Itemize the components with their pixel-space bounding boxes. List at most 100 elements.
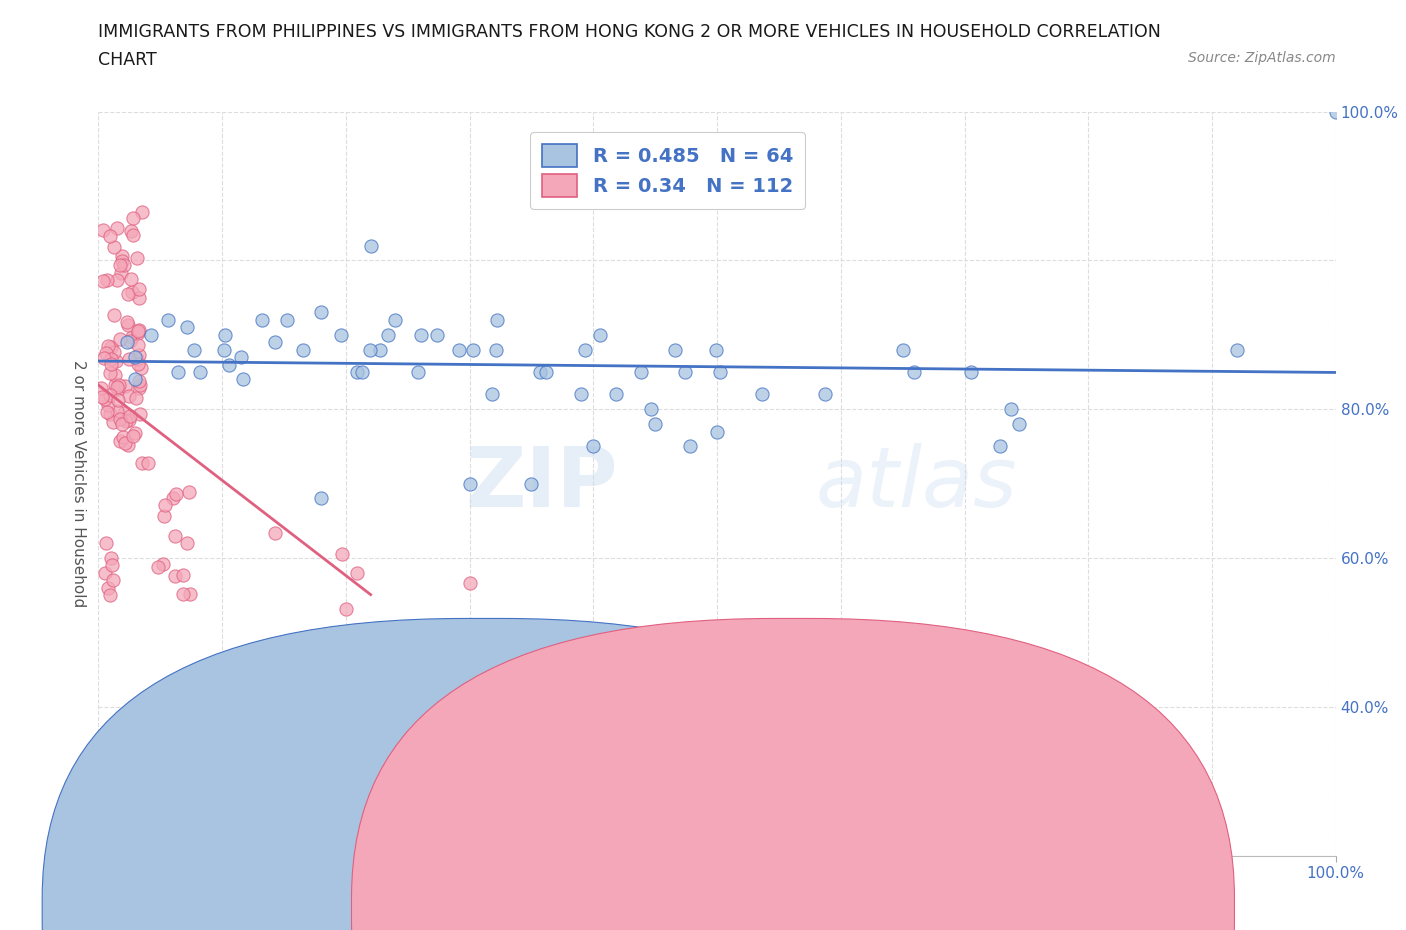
Point xyxy=(100,340,122,355)
Point xyxy=(155,498,177,512)
Point xyxy=(110,248,132,263)
Point xyxy=(124,426,146,441)
Point xyxy=(1324,104,1347,119)
Point xyxy=(250,312,273,327)
Point xyxy=(179,587,201,602)
Point xyxy=(94,536,117,551)
Point xyxy=(110,433,132,448)
Point xyxy=(903,365,925,379)
Point xyxy=(163,568,186,583)
Point xyxy=(128,282,150,297)
Point xyxy=(360,238,382,253)
Point xyxy=(97,580,120,595)
Point xyxy=(107,392,129,407)
Point xyxy=(115,414,138,429)
Point xyxy=(644,417,666,432)
Point xyxy=(98,387,121,402)
Point xyxy=(406,365,429,379)
Point xyxy=(108,331,131,346)
Point xyxy=(127,324,149,339)
Point xyxy=(359,342,381,357)
Point xyxy=(582,439,605,454)
Point xyxy=(589,327,612,342)
Point xyxy=(129,407,152,422)
Point xyxy=(91,389,114,404)
Point xyxy=(91,274,114,289)
Text: CHART: CHART xyxy=(98,51,157,69)
Point xyxy=(105,272,128,287)
Point xyxy=(96,405,118,419)
Point xyxy=(125,391,148,405)
Point xyxy=(350,365,373,379)
Point xyxy=(276,312,298,327)
Point xyxy=(640,402,662,417)
Point xyxy=(117,437,139,452)
Point xyxy=(118,334,141,349)
Point xyxy=(384,312,406,327)
Point xyxy=(485,342,508,357)
Point xyxy=(264,335,287,350)
Point xyxy=(232,372,254,387)
Point xyxy=(117,317,139,332)
Point xyxy=(229,350,252,365)
Point xyxy=(117,286,139,301)
Point xyxy=(114,435,136,450)
Point xyxy=(96,272,118,287)
Point xyxy=(481,387,503,402)
Point xyxy=(176,320,198,335)
Point xyxy=(458,476,481,491)
Point xyxy=(90,381,112,396)
Point xyxy=(93,565,115,580)
Point xyxy=(112,258,135,272)
Point xyxy=(309,491,332,506)
Point xyxy=(131,456,153,471)
Point xyxy=(103,573,125,588)
Point xyxy=(959,365,981,379)
Point xyxy=(630,365,652,379)
Point xyxy=(97,339,120,353)
Point xyxy=(148,560,170,575)
Point xyxy=(988,439,1011,454)
Point xyxy=(118,352,141,366)
Point xyxy=(183,342,205,357)
Point xyxy=(529,365,551,379)
Point xyxy=(214,342,236,357)
Point xyxy=(177,485,200,499)
Point xyxy=(166,365,188,379)
Point xyxy=(172,587,194,602)
Point xyxy=(98,229,121,244)
Point xyxy=(110,411,132,426)
Point xyxy=(128,322,150,337)
Y-axis label: 2 or more Vehicles in Household: 2 or more Vehicles in Household xyxy=(70,360,86,607)
Point xyxy=(569,387,592,402)
Point xyxy=(330,547,353,562)
Point xyxy=(103,737,125,751)
Point xyxy=(127,352,149,366)
Point xyxy=(264,525,287,540)
Point xyxy=(120,408,142,423)
Point xyxy=(214,327,236,342)
Point xyxy=(103,344,125,359)
Point xyxy=(814,387,837,402)
Point xyxy=(105,353,128,368)
Point xyxy=(122,428,145,443)
Point xyxy=(291,342,314,357)
Point xyxy=(124,350,146,365)
Point xyxy=(330,327,353,342)
Point xyxy=(127,338,149,352)
Point xyxy=(1000,402,1022,417)
Point xyxy=(172,567,194,582)
Point xyxy=(121,285,143,299)
Point xyxy=(121,330,143,345)
Point xyxy=(110,759,132,774)
Point xyxy=(127,326,149,340)
Point xyxy=(152,557,174,572)
Point xyxy=(103,239,125,254)
Point xyxy=(447,342,470,357)
Text: Immigrants from Hong Kong: Immigrants from Hong Kong xyxy=(823,900,1057,919)
Point xyxy=(335,602,357,617)
Point xyxy=(136,455,159,470)
Point xyxy=(679,439,702,454)
Point xyxy=(605,387,627,402)
Point xyxy=(704,342,727,357)
